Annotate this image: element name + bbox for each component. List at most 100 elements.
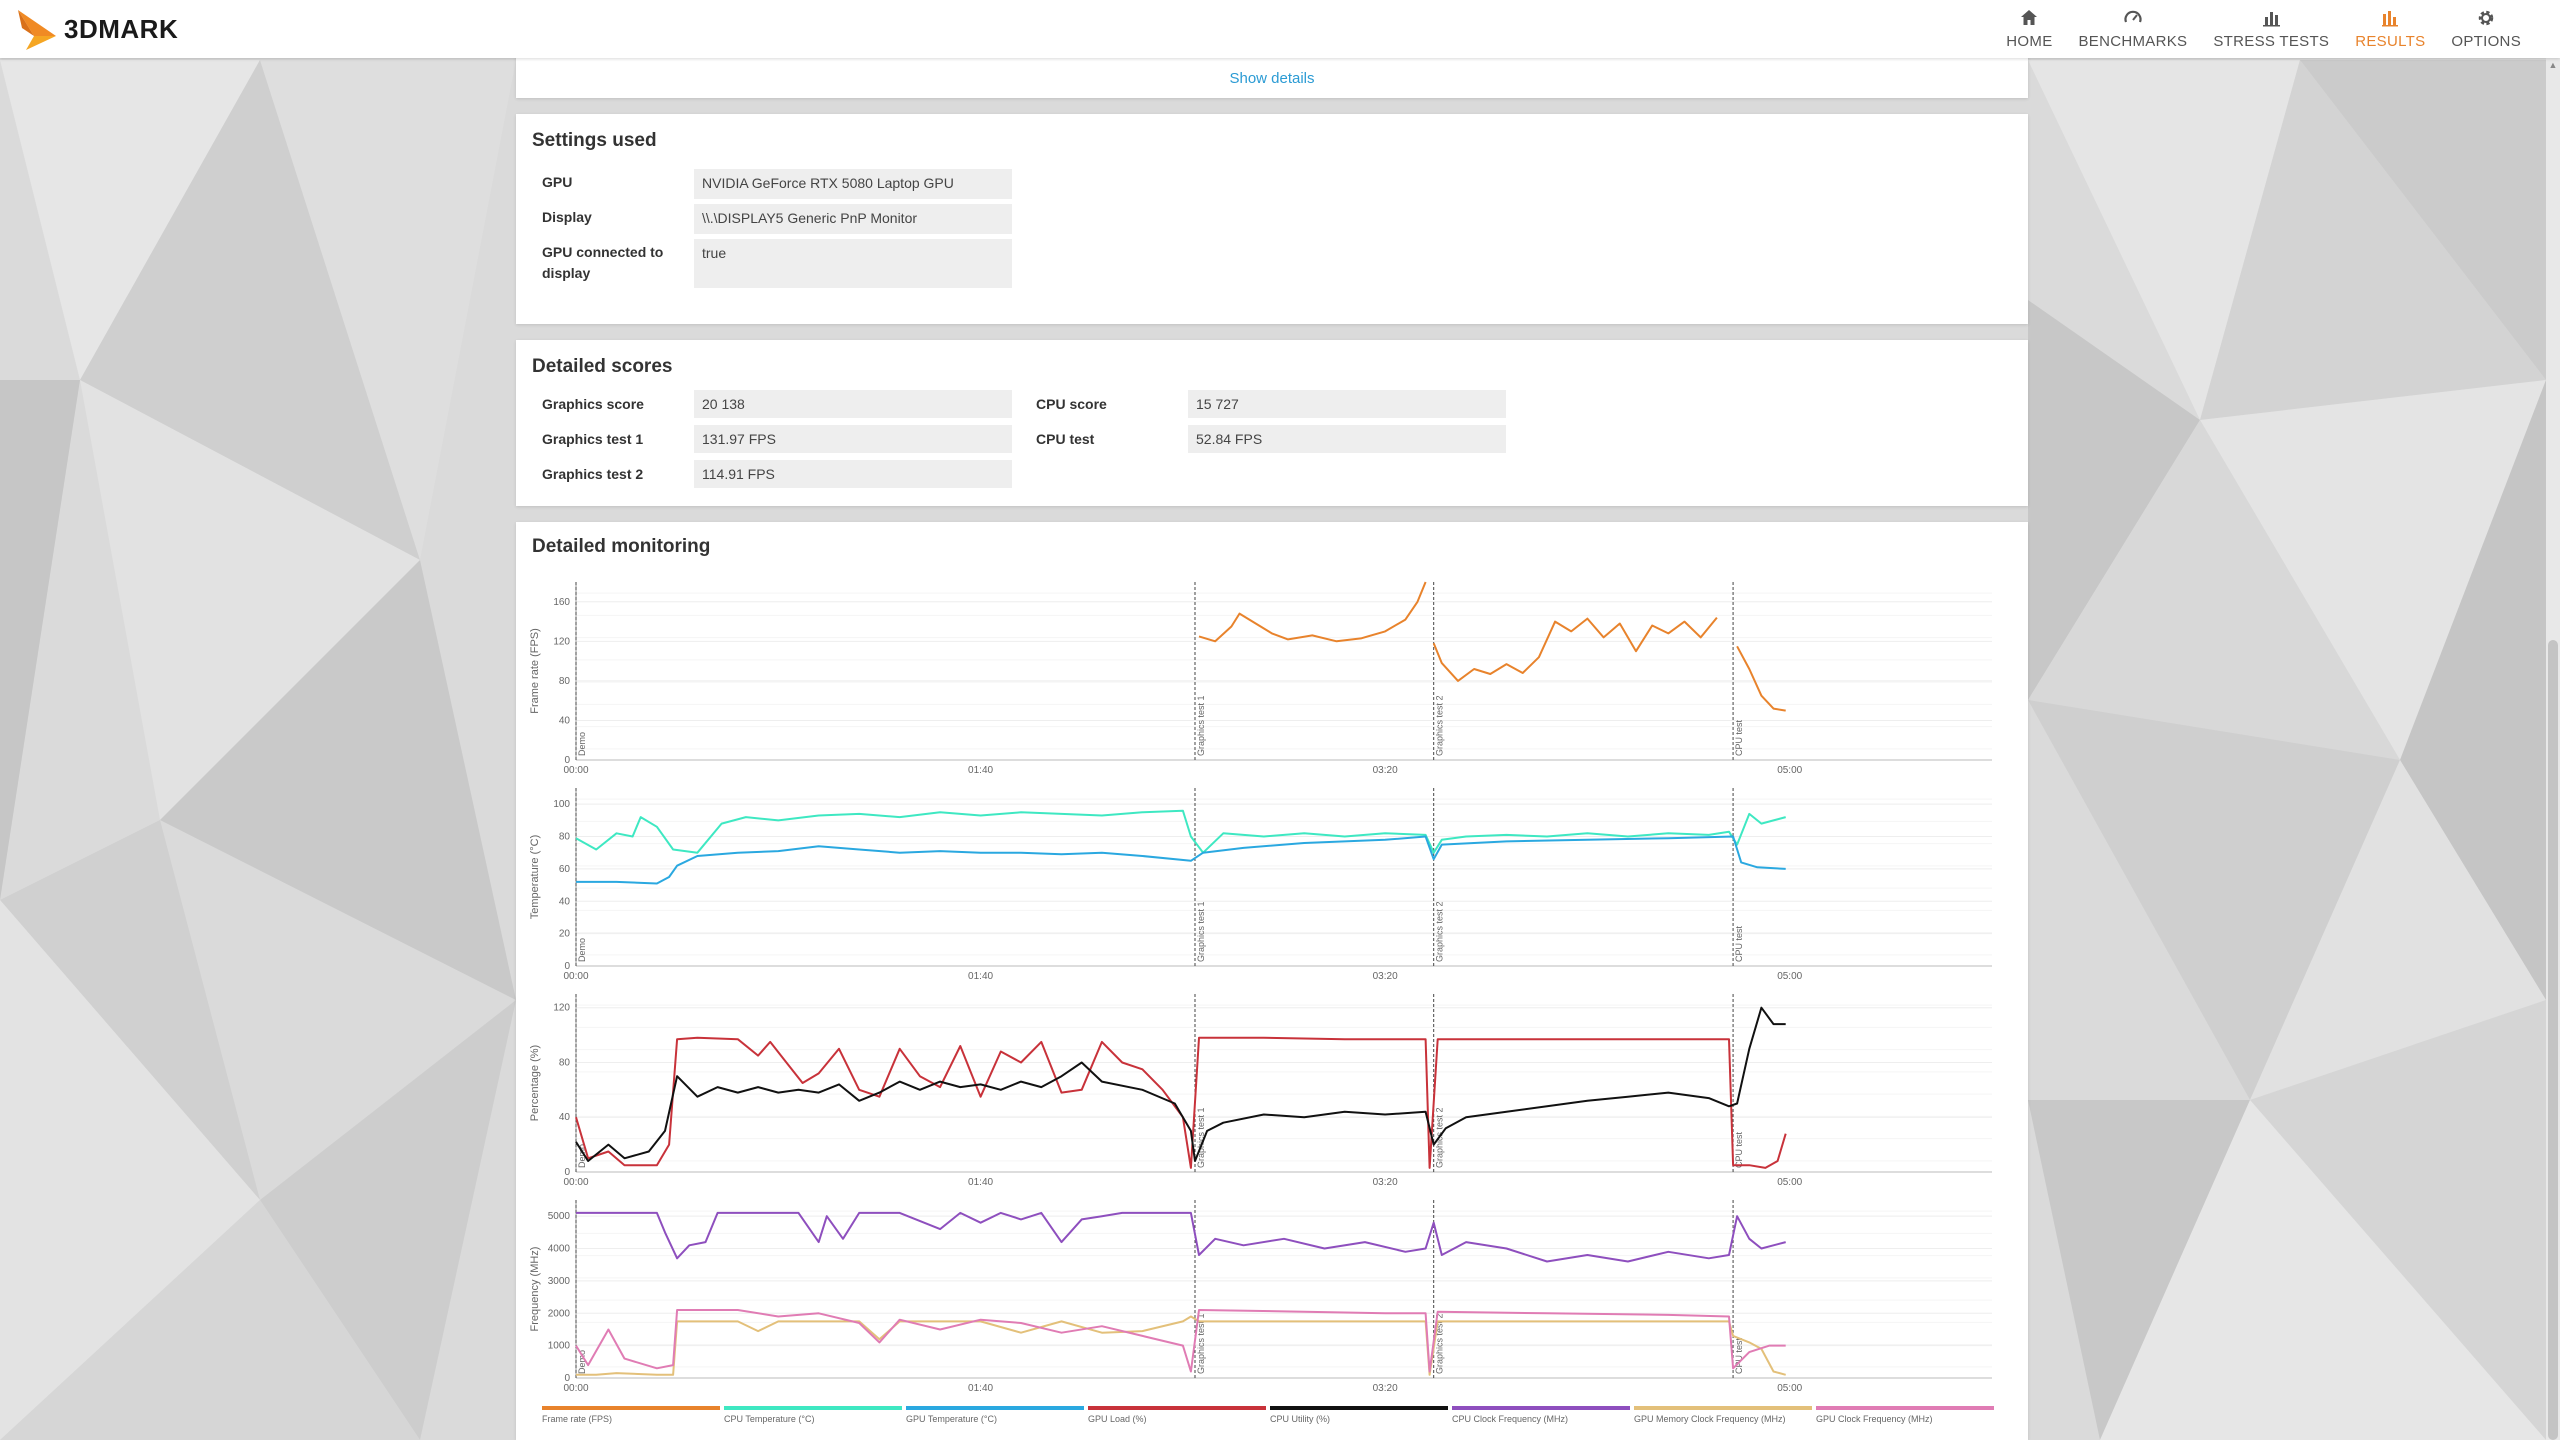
y-tick-label: 80 — [559, 832, 571, 843]
home-icon — [2021, 10, 2038, 25]
test-marker-label: Demo — [577, 732, 587, 756]
y-axis-label: Percentage (%) — [529, 1045, 541, 1121]
settings-used-panel: Settings used GPU NVIDIA GeForce RTX 508… — [516, 114, 2028, 324]
score-value: 131.97 FPS — [694, 425, 1012, 453]
test-marker-label: Demo — [577, 1144, 587, 1168]
x-tick-label: 05:00 — [1777, 765, 1802, 776]
setting-label: GPU — [542, 174, 573, 190]
nav-benchmarks[interactable]: BENCHMARKS — [2066, 0, 2201, 58]
nav-results-label: RESULTS — [2355, 33, 2426, 50]
x-tick-label: 05:00 — [1777, 1383, 1802, 1394]
score-value: 52.84 FPS — [1188, 425, 1506, 453]
y-tick-label: 100 — [553, 799, 570, 810]
series-line — [575, 1006, 1786, 1162]
y-axis-label: Frame rate (FPS) — [529, 628, 541, 714]
legend-label: CPU Temperature (°C) — [724, 1414, 814, 1424]
legend-swatch — [1816, 1406, 1994, 1410]
monitoring-title: Detailed monitoring — [532, 536, 711, 557]
show-details-link[interactable]: Show details — [1229, 70, 1315, 87]
bar-chart-icon — [2263, 12, 2281, 27]
legend-label: GPU Load (%) — [1088, 1414, 1147, 1424]
test-marker-label: Graphics test 1 — [1196, 1313, 1206, 1374]
legend-label: Frame rate (FPS) — [542, 1414, 612, 1424]
y-tick-label: 3000 — [548, 1276, 571, 1287]
page-scrollbar[interactable]: ▲ — [2546, 58, 2560, 1440]
nav-options-label: OPTIONS — [2451, 33, 2521, 50]
test-marker-label: Graphics test 2 — [1435, 1313, 1445, 1374]
legend-label: GPU Memory Clock Frequency (MHz) — [1634, 1414, 1786, 1424]
x-tick-label: 03:20 — [1373, 765, 1398, 776]
legend-swatch — [724, 1406, 902, 1410]
score-value: 114.91 FPS — [694, 460, 1012, 488]
nav-stress-tests-label: STRESS TESTS — [2213, 33, 2330, 50]
scroll-thumb[interactable] — [2548, 640, 2558, 1440]
y-tick-label: 40 — [559, 896, 571, 907]
y-tick-label: 0 — [564, 961, 570, 972]
y-tick-label: 40 — [559, 715, 571, 726]
series-line — [576, 835, 1786, 885]
legend-swatch — [542, 1406, 720, 1410]
legend-label: GPU Temperature (°C) — [906, 1414, 997, 1424]
x-tick-label: 00:00 — [563, 971, 588, 982]
legend-swatch — [1088, 1406, 1266, 1410]
series-line — [1736, 645, 1786, 712]
series-line — [575, 809, 1786, 854]
y-tick-label: 0 — [564, 1167, 570, 1178]
setting-value-gpu-connected: true — [694, 239, 1012, 288]
y-tick-label: 5000 — [548, 1211, 571, 1222]
x-tick-label: 03:20 — [1373, 1383, 1398, 1394]
legend-swatch — [1452, 1406, 1630, 1410]
legend-swatch — [906, 1406, 1084, 1410]
y-tick-label: 0 — [564, 755, 570, 766]
results-icon — [2382, 11, 2399, 27]
y-tick-label: 80 — [559, 676, 571, 687]
test-marker-label: CPU test — [1734, 925, 1744, 962]
test-marker-label: Graphics test 2 — [1435, 901, 1445, 962]
y-tick-label: 0 — [564, 1373, 570, 1384]
x-tick-label: 01:40 — [968, 1177, 993, 1188]
3dmark-logo-icon — [18, 10, 56, 50]
setting-label: Display — [542, 209, 592, 225]
app-logo[interactable]: 3DMARK — [16, 6, 178, 52]
gauge-icon — [2124, 10, 2142, 23]
series-line — [575, 1309, 1786, 1373]
monitoring-charts: 0 40 80 120 160 00:00 01:40 03:20 05:00 Frame rat… — [529, 581, 1994, 1424]
x-tick-label: 00:00 — [563, 1177, 588, 1188]
score-value: 15 727 — [1188, 390, 1506, 418]
y-tick-label: 40 — [559, 1112, 571, 1123]
y-axis-label: Temperature (°C) — [529, 835, 541, 919]
test-marker-label: CPU test — [1734, 719, 1744, 756]
nav-results[interactable]: RESULTS — [2342, 0, 2438, 58]
score-label: Graphics test 1 — [542, 431, 644, 447]
legend-swatch — [1634, 1406, 1812, 1410]
series-line — [1198, 581, 1427, 643]
x-tick-label: 01:40 — [968, 765, 993, 776]
test-marker-label: Demo — [577, 1350, 587, 1374]
x-tick-label: 05:00 — [1777, 1177, 1802, 1188]
x-tick-label: 00:00 — [563, 765, 588, 776]
x-tick-label: 01:40 — [968, 1383, 993, 1394]
legend-swatch — [1270, 1406, 1448, 1410]
detailed-monitoring-panel: Detailed monitoring 0 40 80 120 160 00:00 01:4… — [516, 522, 2028, 1440]
gear-icon — [2478, 10, 2494, 26]
scroll-up-arrow-icon[interactable]: ▲ — [2548, 60, 2558, 70]
nav-home-label: HOME — [2006, 33, 2053, 50]
y-tick-label: 160 — [553, 597, 570, 608]
x-tick-label: 03:20 — [1373, 971, 1398, 982]
y-tick-label: 60 — [559, 864, 571, 875]
score-label: Graphics test 2 — [542, 466, 644, 482]
y-tick-label: 1000 — [548, 1341, 571, 1352]
y-tick-label: 4000 — [548, 1244, 571, 1255]
test-marker-label: Graphics test 1 — [1196, 901, 1206, 962]
nav-benchmarks-label: BENCHMARKS — [2078, 33, 2188, 50]
nav-stress-tests[interactable]: STRESS TESTS — [2200, 0, 2342, 58]
x-tick-label: 03:20 — [1373, 1177, 1398, 1188]
y-axis-label: Frequency (MHz) — [529, 1247, 541, 1332]
score-label: CPU test — [1036, 431, 1095, 447]
series-line — [575, 1036, 1787, 1169]
nav-home[interactable]: HOME — [1993, 0, 2065, 58]
y-tick-label: 80 — [559, 1057, 571, 1068]
setting-label: GPU connected to display — [542, 244, 664, 281]
score-label: Graphics score — [542, 396, 644, 412]
nav-options[interactable]: OPTIONS — [2438, 0, 2534, 58]
